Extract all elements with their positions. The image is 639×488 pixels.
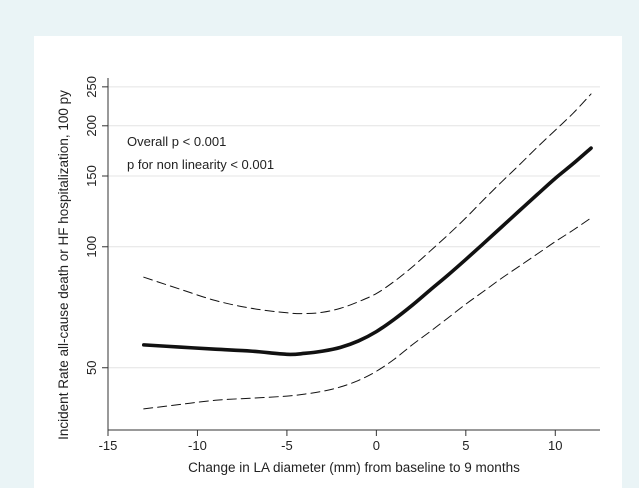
plot-panel <box>34 36 622 488</box>
axes <box>102 78 600 436</box>
series <box>141 93 593 410</box>
series-line-estimate <box>141 146 593 357</box>
y-tick-label: 250 <box>84 76 99 98</box>
y-tick-label: 200 <box>84 115 99 137</box>
y-axis-title: Incident Rate all-cause death or HF hosp… <box>56 90 71 440</box>
x-tick-label: 5 <box>462 438 469 453</box>
x-axis-title: Change in LA diameter (mm) from baseline… <box>188 460 520 475</box>
labels: -15 -10 -5 0 5 10 50 100 150 200 250 <box>84 76 563 453</box>
series-line-lower-ci <box>143 217 592 410</box>
x-tick-label: 10 <box>548 438 562 453</box>
annotation-overall-p: Overall p < 0.001 <box>127 134 226 149</box>
y-tick-label: 150 <box>84 165 99 187</box>
y-tick-label: 50 <box>84 361 99 375</box>
x-tick-label: 0 <box>373 438 380 453</box>
x-tick-label: -15 <box>99 438 118 453</box>
y-tick-label: 100 <box>84 236 99 258</box>
gridlines <box>108 86 600 369</box>
x-tick-label: -10 <box>188 438 207 453</box>
x-tick-label: -5 <box>281 438 293 453</box>
annotation-nonlinearity-p: p for non linearity < 0.001 <box>127 157 274 172</box>
series-line-upper-ci <box>143 93 592 315</box>
